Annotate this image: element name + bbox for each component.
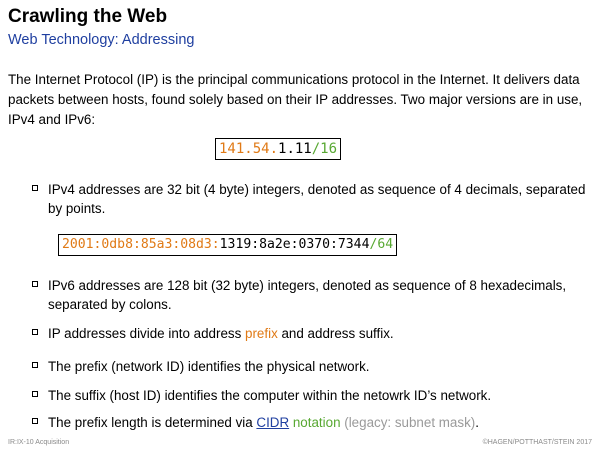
footer-right: ©HAGEN/POTTHAST/STEIN 2017: [482, 439, 592, 446]
footer-left: IR:IX-10 Acquisition: [8, 439, 70, 446]
slide-subtitle: Web Technology: Addressing: [8, 32, 195, 48]
bullet-marker: [32, 362, 38, 368]
prefix-text-after: and address suffix.: [277, 326, 394, 341]
bullet-host-id: The suffix (host ID) identifies the comp…: [32, 386, 592, 405]
ipv6-host: 1319:8a2e:0370:7344: [219, 237, 370, 252]
cidr-legacy-note: (legacy: subnet mask): [340, 415, 476, 430]
bullet-network-id-text: The prefix (network ID) identifies the p…: [48, 359, 370, 374]
ipv6-example-box: 2001:0db8:85a3:08d3:1319:8a2e:0370:7344/…: [58, 234, 398, 256]
prefix-text-before: IP addresses divide into address: [48, 326, 246, 341]
ipv4-cidr-suffix: /16: [311, 141, 338, 157]
ipv4-prefix: 141.54.: [219, 141, 279, 157]
bullet-prefix-suffix: IP addresses divide into address prefix …: [32, 324, 592, 343]
bullet-ipv4-text: IPv4 addresses are 32 bit (4 byte) integ…: [48, 182, 586, 216]
bullet-cidr: The prefix length is determined via CIDR…: [32, 413, 592, 432]
bullet-host-id-text: The suffix (host ID) identifies the comp…: [48, 388, 492, 403]
cidr-notation: notation: [289, 415, 341, 430]
ipv6-cidr-suffix: /64: [369, 237, 394, 252]
intro-paragraph: The Internet Protocol (IP) is the princi…: [8, 72, 583, 127]
bullet-ipv6-text: IPv6 addresses are 128 bit (32 byte) int…: [48, 278, 567, 312]
bullet-marker: [32, 185, 38, 191]
cidr-text-end: .: [475, 415, 479, 430]
bullet-marker: [32, 418, 38, 424]
bullet-prefix-suffix-text: IP addresses divide into address prefix …: [48, 324, 592, 343]
cidr-text-before: The prefix length is determined via: [48, 415, 257, 430]
bullet-marker: [32, 329, 38, 335]
bullet-marker: [32, 391, 38, 397]
bullet-ipv4: IPv4 addresses are 32 bit (4 byte) integ…: [32, 180, 592, 218]
bullet-network-id: The prefix (network ID) identifies the p…: [32, 357, 592, 376]
ipv6-prefix: 2001:0db8:85a3:08d3:: [62, 237, 220, 252]
bullet-ipv6: IPv6 addresses are 128 bit (32 byte) int…: [32, 276, 592, 314]
cidr-link[interactable]: CIDR: [256, 415, 290, 430]
bullet-marker: [32, 281, 38, 287]
slide-title: Crawling the Web: [8, 6, 168, 27]
bullet-cidr-text: The prefix length is determined via CIDR…: [48, 413, 592, 432]
prefix-word: prefix: [245, 326, 278, 341]
ipv4-host: 1.11: [278, 141, 312, 157]
ipv4-example-box: 141.54.1.11/16: [215, 138, 342, 160]
